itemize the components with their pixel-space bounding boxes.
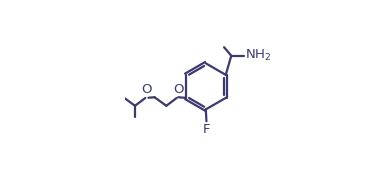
Text: O: O	[173, 83, 183, 96]
Text: NH$_2$: NH$_2$	[245, 48, 271, 63]
Text: F: F	[203, 123, 210, 136]
Text: O: O	[141, 83, 152, 96]
